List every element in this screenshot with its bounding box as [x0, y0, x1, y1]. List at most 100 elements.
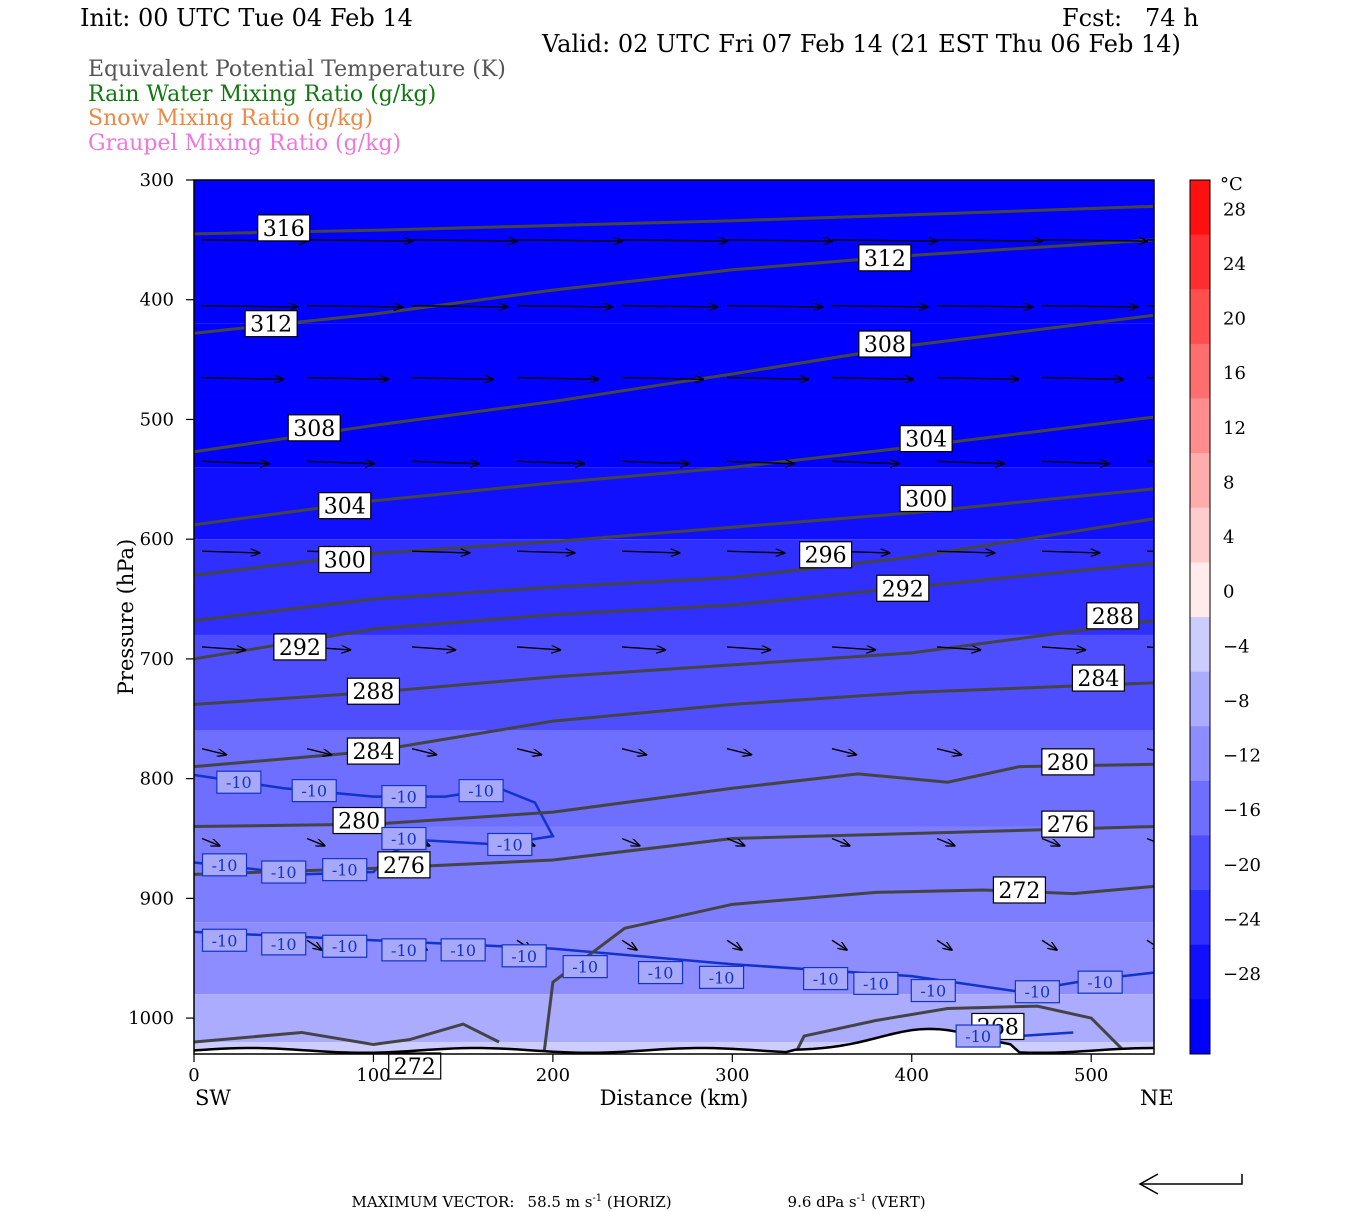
- theta-e-contour: [194, 517, 1154, 623]
- colorbar-tick-label: 16: [1223, 363, 1246, 384]
- colorbar-swatch: [1190, 398, 1210, 454]
- wind-vector: [831, 306, 928, 307]
- contour-label: 308: [864, 333, 906, 358]
- contour-label-box: [458, 779, 504, 803]
- wind-vector: [1041, 551, 1100, 553]
- contour-label-box: [332, 806, 386, 835]
- contour-label-box: [261, 860, 307, 884]
- contour-label-box: [501, 944, 547, 968]
- contour-label: 276: [1047, 813, 1089, 838]
- contour-label-box: [1041, 748, 1095, 776]
- wind-vector: [306, 461, 374, 463]
- wind-vector: [1146, 376, 1154, 379]
- forecast-hour: Fcst: 74 h: [1062, 4, 1199, 32]
- contour-label: -10: [863, 974, 889, 993]
- theta-e-contour: [194, 1022, 500, 1046]
- contour-label: 280: [1047, 751, 1089, 776]
- contour-label: -10: [332, 861, 358, 880]
- colorbar-tick-label: 8: [1223, 472, 1234, 493]
- plot-frame: [193, 179, 1155, 1055]
- x-tick-label: 100: [356, 1065, 390, 1086]
- contour-label: -10: [1087, 973, 1113, 992]
- wind-vector: [936, 551, 995, 553]
- wind-vector: [411, 461, 479, 463]
- contour-label-box: [1077, 970, 1123, 994]
- x-tick-label: 400: [895, 1065, 929, 1086]
- contour-label-box: [216, 770, 262, 794]
- x-tick-label: 0: [188, 1065, 199, 1086]
- wind-vector: [936, 647, 980, 650]
- contour-label: 288: [1092, 605, 1134, 630]
- contour-label: 272: [998, 879, 1040, 904]
- contour-label-box: [257, 214, 311, 242]
- wind-vector: [201, 378, 283, 380]
- wind-vector: [201, 551, 260, 553]
- contour-label: 296: [805, 544, 847, 569]
- contour-label-box: [858, 330, 912, 358]
- wind-vector: [726, 837, 745, 845]
- shading-band: [194, 395, 1154, 468]
- isotherm-minus10: [1019, 1031, 1074, 1038]
- colorbar-frame: [1189, 179, 1211, 1055]
- contour-label: -10: [391, 829, 417, 848]
- colorbar-swatch: [1190, 180, 1210, 236]
- ne-label: NE: [1140, 1086, 1174, 1110]
- wind-vector: [621, 461, 689, 463]
- contour-label: -10: [212, 856, 238, 875]
- shading-band: [194, 180, 1154, 324]
- contour-label-box: [381, 784, 427, 809]
- x-tick-label: 200: [536, 1065, 570, 1086]
- wind-vector: [621, 647, 665, 650]
- y-tick-label: 400: [140, 290, 174, 311]
- wind-vector: [936, 378, 1018, 380]
- wind-vector: [936, 461, 1004, 463]
- contour-label: -10: [648, 964, 674, 983]
- contour-label: 284: [352, 740, 394, 765]
- contour-label-box: [853, 971, 899, 995]
- contour-label-box: [381, 826, 427, 851]
- wind-vector: [726, 551, 785, 553]
- wind-vector: [411, 551, 470, 553]
- colorbar-tick-label: 20: [1223, 309, 1246, 330]
- contour-label: -10: [271, 863, 297, 882]
- wind-vector: [516, 647, 560, 650]
- wind-vector: [1146, 837, 1154, 843]
- wind-vector: [621, 306, 718, 307]
- contour-label: -10: [709, 968, 735, 987]
- contour-label-box: [201, 928, 248, 952]
- wind-vector: [621, 551, 680, 553]
- theta-e-contour: [793, 1004, 1129, 1054]
- wind-vector: [201, 647, 245, 650]
- wind-vector: [831, 748, 856, 755]
- contour-label: -10: [813, 970, 839, 989]
- y-tick-label: 800: [140, 769, 174, 790]
- wind-vector: [411, 240, 517, 241]
- contour-label: 304: [905, 428, 947, 453]
- contour-label: 308: [293, 417, 335, 442]
- contour-label: -10: [271, 935, 297, 954]
- colorbar-swatch: [1190, 780, 1210, 836]
- wind-vector: [411, 378, 493, 380]
- contour-label: 292: [279, 636, 321, 661]
- colorbar-tick-label: −4: [1223, 636, 1250, 657]
- contour-label: 312: [864, 247, 906, 272]
- colorbar-tick-label: −20: [1223, 855, 1261, 876]
- temperature-shading: [194, 180, 1154, 1054]
- axes: 0 100 200 300 400 500 300 400 500 600 700 800 900 100…: [128, 170, 1108, 1086]
- contour-label-box: [1071, 664, 1125, 692]
- contour-label-box: [562, 954, 608, 979]
- contour-label-box: [287, 414, 341, 442]
- colorbar-swatch: [1190, 890, 1210, 946]
- y-tick-label: 700: [140, 649, 174, 670]
- wind-vector: [831, 378, 913, 380]
- wind-vector: [1041, 306, 1138, 307]
- wind-vector: [516, 306, 613, 307]
- colorbar-swatch: [1190, 944, 1210, 1000]
- wind-vector: [306, 939, 322, 950]
- contour-label: 304: [324, 495, 366, 520]
- contour-label: 284: [1077, 667, 1119, 692]
- x-axis-title: Distance (km): [600, 1086, 749, 1110]
- contour-label-box: [876, 574, 930, 602]
- contour-label-box: [244, 310, 298, 338]
- wind-vector: [831, 837, 850, 845]
